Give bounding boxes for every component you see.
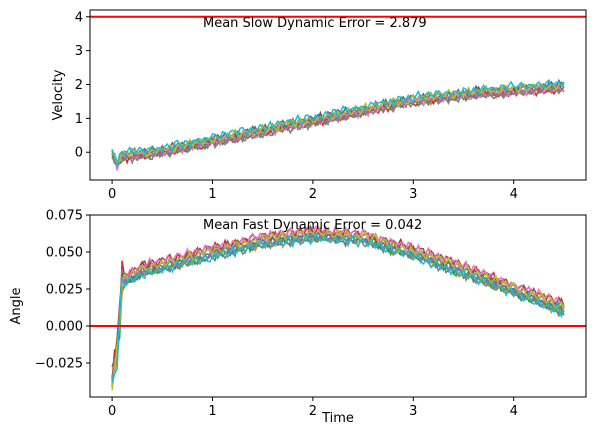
angle-y-tick-label: 0.025 [46, 282, 83, 297]
time-x-label: Time [321, 411, 354, 426]
angle-axes-frame [89, 214, 587, 398]
velocity-y-tick-label: 4 [75, 10, 83, 25]
velocity-x-tick-label: 2 [309, 187, 317, 202]
angle-x-tick-label: 3 [409, 404, 417, 419]
velocity-axes: 0 1 2 3 4 0 1 2 3 4 Mean Slow Dynamic Error = 2.… [51, 9, 587, 202]
velocity-y-tick-label: 3 [75, 44, 83, 59]
angle-y-tick-label: 0.050 [46, 245, 83, 260]
velocity-y-tick-label: 1 [75, 112, 83, 127]
velocity-y-tick-label: 0 [75, 146, 83, 161]
angle-x-tick-label: 4 [510, 404, 518, 419]
velocity-y-tick-label: 2 [75, 78, 83, 93]
velocity-x-tick-label: 0 [108, 187, 116, 202]
velocity-x-ticks: 0 1 2 3 4 [108, 180, 518, 202]
angle-x-tick-label: 0 [108, 404, 116, 419]
velocity-x-tick-label: 4 [510, 187, 518, 202]
velocity-y-label: Velocity [51, 69, 66, 120]
angle-series-group [111, 223, 565, 391]
velocity-axes-frame [89, 9, 587, 181]
velocity-x-tick-label: 1 [208, 187, 216, 202]
velocity-series-line [111, 79, 565, 167]
velocity-series-line [111, 85, 565, 166]
velocity-annotation: Mean Slow Dynamic Error = 2.879 [203, 16, 427, 31]
velocity-series-group [111, 78, 565, 171]
angle-x-ticks: 0 1 2 3 4 [108, 397, 518, 419]
angle-series-line [111, 223, 565, 383]
angle-y-tick-label: −0.025 [35, 356, 83, 371]
angle-y-label: Angle [9, 288, 24, 325]
angle-axes: 0 1 2 3 4 −0.025 0.000 0.025 0.050 0.075 Mean Fa… [9, 209, 587, 426]
velocity-x-tick-label: 3 [409, 187, 417, 202]
angle-x-tick-label: 1 [208, 404, 216, 419]
velocity-y-ticks: 0 1 2 3 4 [75, 10, 90, 161]
angle-y-tick-label: 0.000 [46, 319, 83, 334]
angle-x-tick-label: 2 [309, 404, 317, 419]
angle-y-ticks: −0.025 0.000 0.025 0.050 0.075 [35, 209, 90, 371]
angle-annotation: Mean Fast Dynamic Error = 0.042 [203, 218, 422, 233]
angle-series-line [111, 224, 565, 367]
velocity-series-line [111, 82, 565, 163]
angle-series-line [111, 232, 565, 384]
angle-series-line [111, 227, 565, 391]
angle-series-line [111, 225, 565, 382]
angle-y-tick-label: 0.075 [46, 209, 83, 224]
